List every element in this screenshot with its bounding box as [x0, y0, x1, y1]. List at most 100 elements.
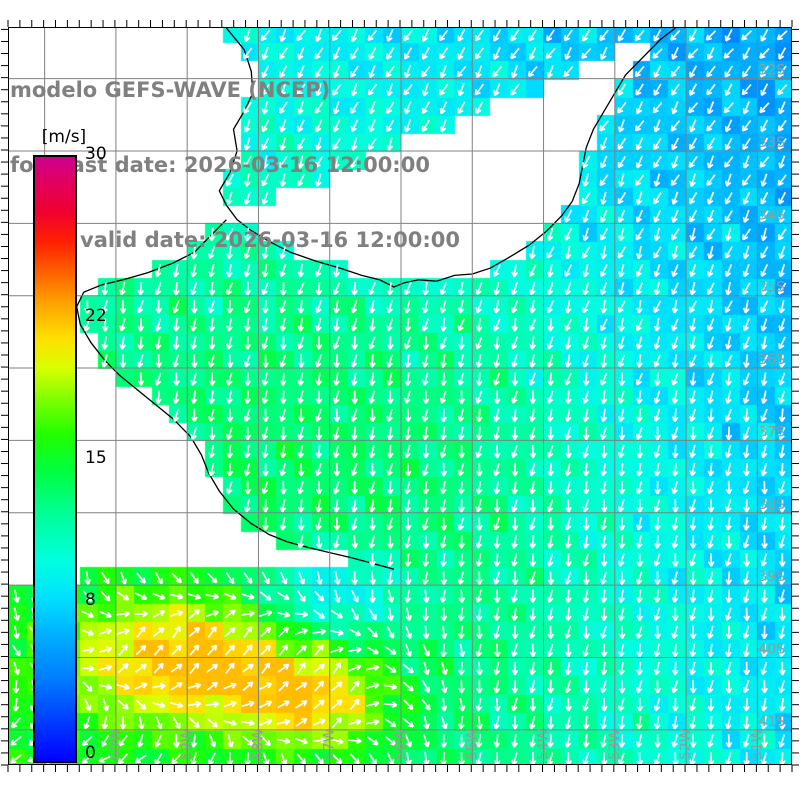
- wind-arrow: [582, 553, 589, 567]
- wind-arrow: [689, 462, 697, 477]
- wind-arrow: [295, 644, 307, 656]
- lon-label-60W: 60W: [108, 728, 124, 760]
- wind-arrow: [458, 498, 465, 513]
- wind-arrow: [760, 571, 768, 585]
- wind-arrow: [724, 499, 732, 513]
- wind-arrow: [330, 609, 344, 619]
- wind-arrow: [315, 517, 322, 531]
- wind-arrow: [439, 444, 447, 459]
- wind-arrow: [689, 499, 696, 513]
- wind-arrow: [260, 626, 272, 638]
- wind-arrow: [297, 462, 305, 477]
- wind-arrow: [153, 627, 165, 637]
- wind-arrow: [440, 571, 448, 585]
- wind-arrow: [671, 444, 679, 459]
- wind-arrow: [672, 553, 679, 567]
- wind-arrow: [313, 699, 325, 710]
- wind-arrow: [277, 700, 290, 709]
- wind-arrow: [778, 734, 786, 748]
- wind-arrow: [457, 571, 465, 585]
- wind-arrow: [314, 680, 325, 692]
- wind-arrow: [564, 589, 572, 603]
- wind-arrow: [707, 734, 714, 748]
- wind-arrow: [582, 679, 590, 694]
- wind-arrow: [582, 734, 590, 748]
- wind-arrow: [241, 719, 255, 727]
- wind-arrow: [546, 535, 554, 549]
- wind-arrow: [689, 480, 697, 495]
- wind-arrow: [383, 683, 398, 691]
- wind-arrow: [582, 480, 590, 495]
- wind-arrow: [564, 607, 572, 621]
- wind-arrow: [742, 571, 750, 585]
- wind-arrow: [331, 699, 343, 710]
- wind-arrow: [671, 589, 679, 603]
- wind-arrow: [636, 643, 644, 658]
- wind-arrow: [312, 718, 326, 726]
- wind-arrow: [13, 661, 21, 676]
- wind-arrow: [349, 753, 360, 764]
- wind-arrow: [207, 572, 218, 584]
- wind-arrow: [226, 462, 234, 477]
- wind-arrow: [564, 480, 572, 495]
- wind-arrow: [422, 644, 430, 657]
- wind-arrow: [457, 480, 465, 495]
- wind-arrow: [276, 611, 291, 618]
- wind-arrow: [742, 625, 750, 640]
- wind-arrow: [724, 553, 732, 567]
- wind-arrow: [636, 607, 644, 622]
- wind-arrow: [618, 643, 625, 658]
- lat-label-40S: 40S: [758, 641, 785, 657]
- wind-arrow: [725, 716, 732, 730]
- wind-arrow: [760, 444, 768, 459]
- wind-arrow: [153, 644, 164, 656]
- wind-arrow: [297, 517, 305, 531]
- wind-arrow: [170, 610, 184, 617]
- wind-arrow: [368, 480, 376, 495]
- wind-arrow: [386, 480, 394, 495]
- wind-arrow: [422, 680, 431, 693]
- wind-arrow: [546, 444, 554, 459]
- wind-arrow: [12, 571, 20, 585]
- wind-arrow: [671, 480, 679, 495]
- colorbar[interactable]: [m/s] 30 22 15 8 0: [33, 127, 107, 765]
- wind-arrow: [100, 590, 111, 602]
- wind-arrow: [386, 517, 394, 531]
- wind-arrow: [244, 426, 252, 441]
- wind-arrow: [707, 643, 715, 658]
- map-plot-area[interactable]: 61W60W59W58W57W56W55W54W53W52W51W32S33S3…: [8, 27, 792, 765]
- wind-arrow: [261, 480, 269, 495]
- wind-arrow: [190, 734, 198, 748]
- wind-arrow: [528, 625, 536, 640]
- wind-arrow: [725, 517, 732, 531]
- wind-arrow: [205, 700, 220, 708]
- wind-arrow: [475, 444, 483, 459]
- wind-arrow: [636, 498, 644, 513]
- wind-arrow: [368, 498, 376, 513]
- wind-arrow: [187, 593, 202, 600]
- wind-arrow: [707, 498, 715, 513]
- wind-arrow: [761, 589, 768, 603]
- wind-arrow: [101, 571, 110, 585]
- wind-arrow: [98, 610, 112, 619]
- wind-arrow: [259, 718, 273, 726]
- wind-arrow: [404, 480, 411, 495]
- wind-arrow: [689, 752, 696, 764]
- wind-arrow: [600, 535, 608, 549]
- wind-arrow: [314, 590, 325, 602]
- wind-arrow: [296, 590, 306, 603]
- wind-arrow: [778, 517, 786, 531]
- wind-arrow: [350, 607, 359, 621]
- wind-arrow: [671, 607, 679, 622]
- wind-arrow: [242, 663, 254, 673]
- wind-arrow: [101, 734, 110, 747]
- wind-arrow: [724, 661, 732, 676]
- wind-arrow: [440, 643, 448, 658]
- colorbar-tick-15: 15: [85, 448, 107, 468]
- wind-arrow: [98, 628, 113, 636]
- wind-arrow: [206, 663, 219, 673]
- lat-label-39S: 39S: [758, 569, 785, 585]
- wind-arrow: [742, 481, 750, 495]
- lat-lon-gridlines: [9, 28, 791, 764]
- wind-arrow: [421, 698, 431, 711]
